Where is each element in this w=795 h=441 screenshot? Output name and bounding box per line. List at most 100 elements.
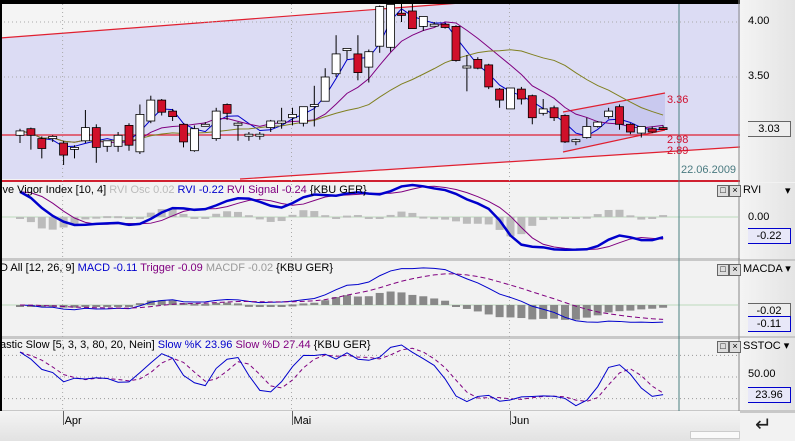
rvi-osc-bar [114, 216, 123, 219]
candle-body [582, 126, 592, 138]
macd-title: D All [12, 26, 9] [0, 262, 75, 274]
macdf-bar [212, 302, 221, 305]
rvi-osc-bar [604, 210, 613, 217]
candle-body [353, 53, 363, 74]
rvi-osc-bar [135, 217, 144, 219]
candle-body [386, 4, 396, 48]
macd-symbol: {KBU GER} [276, 262, 334, 274]
candle-body [626, 123, 635, 133]
rvi-osc-bar [201, 217, 210, 219]
rvi-osc-bar [92, 216, 101, 219]
rvi-osc-bar [179, 213, 188, 217]
candle-body [495, 88, 505, 101]
rvi-osc-bar [462, 217, 471, 224]
macdf-bar [190, 303, 199, 306]
rvi-osc-bar [223, 211, 232, 217]
macdf-bar [332, 297, 341, 305]
rvi-title: ive Vigor Index [10, 4] [0, 184, 107, 196]
candle-body [517, 88, 526, 100]
rvi-osc-bar [81, 217, 90, 220]
rvi-osc-bar [212, 213, 221, 217]
candle-body [233, 122, 243, 126]
rvi-close-button[interactable]: × [729, 185, 741, 197]
reset-view-arrow-icon[interactable]: ↵ [755, 414, 772, 436]
horizontal-scrollbar[interactable] [690, 431, 740, 439]
sstoc-axis-menu[interactable]: SSTOC ▾ [743, 339, 789, 352]
candle-body [549, 107, 559, 119]
rvi-tick-0: 0.00 [748, 211, 770, 223]
candle-body [124, 125, 134, 146]
candle-body [440, 23, 450, 28]
candle-body [604, 110, 613, 117]
macd-axis-menu[interactable]: MACDA ▾ [743, 262, 791, 275]
last-price-tag: 3.03 [748, 121, 791, 137]
channel-level-mid: 2.98 [667, 134, 689, 146]
rvi-osc-bar [299, 210, 308, 217]
macdf-bar [277, 305, 286, 307]
macd-maximize-button[interactable]: □ [717, 264, 729, 276]
candle-body [320, 76, 330, 102]
candle-body [244, 133, 254, 137]
candle-body [266, 120, 276, 128]
window-top-border [0, 0, 795, 4]
rvi-osc-bar [615, 209, 624, 217]
candle-body [636, 126, 646, 134]
candle-body [168, 110, 178, 117]
macdf-bar [375, 292, 384, 305]
rvi-osc-bar [37, 217, 46, 229]
candle-body [189, 128, 199, 152]
rvi-osc-bar [244, 215, 253, 218]
rvi-osc-bar [125, 217, 133, 219]
macdf-bar [561, 305, 569, 320]
candle-body [277, 120, 287, 124]
rvi-axis[interactable] [740, 183, 795, 259]
macdf-bar [539, 305, 548, 319]
price-tick-4: 4.00 [748, 15, 770, 27]
candle-body [527, 95, 537, 119]
sstoc-close-button[interactable]: × [729, 341, 741, 353]
macdf-bar [648, 305, 657, 309]
rvi-maximize-button[interactable]: □ [717, 185, 729, 197]
trend-line [239, 146, 741, 180]
candle-body [658, 127, 668, 130]
candle-body [37, 138, 47, 149]
rvi-axis-name: RVI [743, 184, 762, 196]
macdf-bar [255, 305, 264, 307]
macdf-bar [593, 305, 602, 316]
rvi-axis-menu[interactable]: RVI ▾ [743, 184, 791, 197]
candle-body [571, 139, 581, 143]
rvi-osc-bar [648, 217, 657, 219]
macdf-bar [288, 304, 297, 307]
macd-value: MACD -0.11 [77, 262, 138, 274]
rvi-osc-bar [473, 217, 482, 224]
rvi-osc-bar [539, 217, 548, 221]
candle-body [211, 110, 221, 139]
sstoc-k-value: Slow %K 23.96 [157, 339, 233, 351]
macdf-value: MACDF -0.02 [205, 262, 274, 274]
candle-body [200, 123, 210, 127]
macdf-bar [201, 303, 210, 306]
rvi-osc-bar [321, 215, 330, 218]
candle-body [70, 146, 79, 150]
sstoc-maximize-button[interactable]: □ [717, 341, 729, 353]
rvi-osc-bar [397, 211, 406, 217]
macdf-bar [473, 305, 482, 312]
sstoc-k-line [19, 344, 664, 407]
time-axis[interactable]: Apr Mai Jun [0, 411, 740, 441]
rvi-osc-bar [277, 217, 286, 222]
macdf-bar [266, 305, 275, 307]
price-axis[interactable] [740, 0, 795, 182]
macd-close-button[interactable]: × [729, 264, 741, 276]
candle-body [91, 127, 101, 148]
rvi-osc-bar [288, 214, 297, 217]
rvi-osc-bar [255, 217, 264, 220]
rvi-osc-bar [441, 217, 450, 220]
rvi-osc-bar [550, 217, 559, 220]
macdf-bar [484, 305, 493, 315]
candle-body [288, 114, 297, 119]
rvi-last-tag: -0.22 [748, 228, 791, 244]
rvi-osc-bar [146, 212, 155, 217]
candle-body [484, 64, 494, 88]
candle-body [157, 99, 167, 113]
